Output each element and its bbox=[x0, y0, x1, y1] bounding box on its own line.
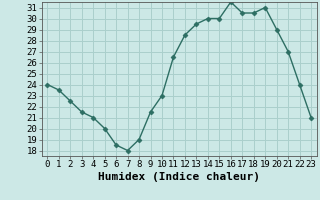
X-axis label: Humidex (Indice chaleur): Humidex (Indice chaleur) bbox=[98, 172, 260, 182]
